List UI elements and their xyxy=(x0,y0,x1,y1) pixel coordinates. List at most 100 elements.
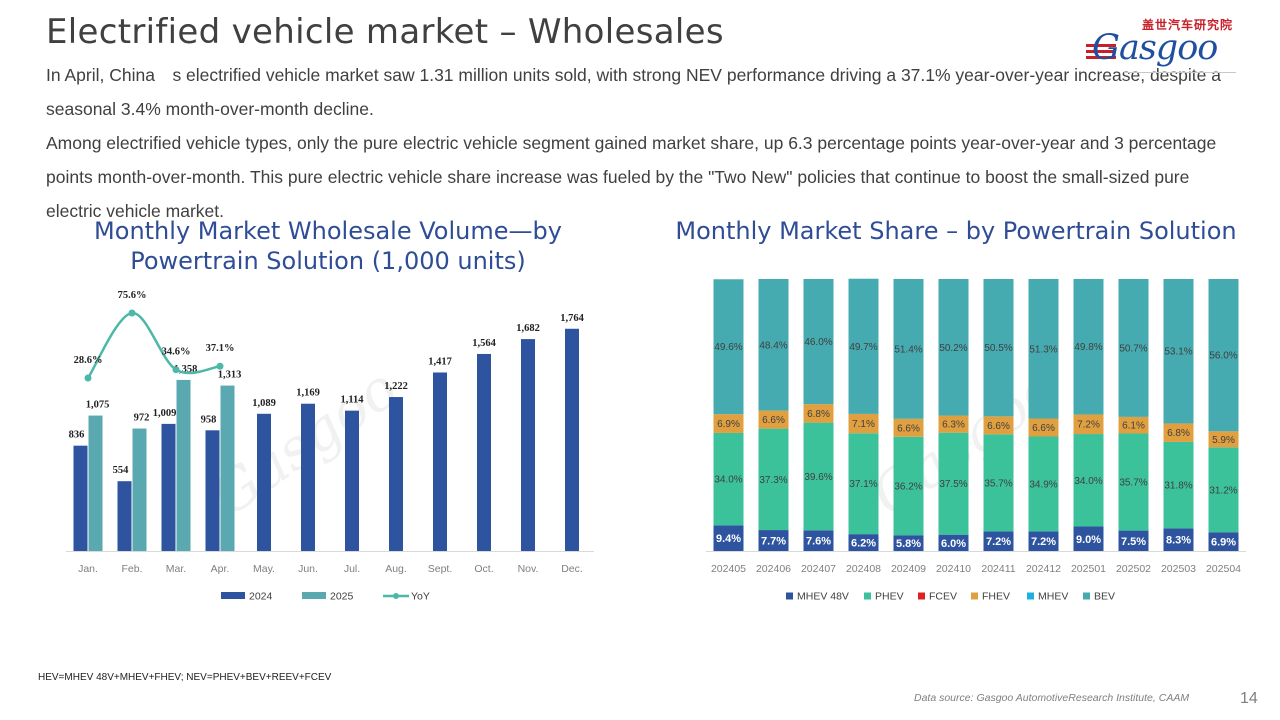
legend-mhev-label: MHEV xyxy=(1038,591,1068,603)
label-2025-apr: 1,313 xyxy=(218,370,242,381)
bar-2024-apr xyxy=(205,430,220,551)
share-bar-fhev-202405 xyxy=(713,414,744,433)
volume-x-tick-jul: Jul. xyxy=(344,563,360,575)
label-2025-jan: 1,075 xyxy=(86,400,110,411)
label-2024-jul: 1,114 xyxy=(340,395,364,406)
share-label-fhev-202409: 6.6% xyxy=(897,423,920,434)
share-label-mhev-48v-202504: 6.9% xyxy=(1211,537,1236,549)
volume-x-tick-apr: Apr. xyxy=(211,563,230,575)
legend-2024-swatch xyxy=(221,592,245,599)
share-bar-bev-202410 xyxy=(938,279,969,416)
bar-2024-oct xyxy=(477,353,491,551)
share-label-mhev-48v-202501: 9.0% xyxy=(1076,534,1101,546)
share-bar-phev-202503 xyxy=(1163,441,1194,529)
share-x-tick-202406: 202406 xyxy=(756,563,791,575)
label-2025-mar: 1,358 xyxy=(174,364,198,375)
share-bar-phev-202412 xyxy=(1028,436,1059,532)
legend-yoy-marker xyxy=(393,593,399,599)
label-2025-feb: 972 xyxy=(134,413,150,424)
share-bar-fhev-202406 xyxy=(758,410,789,429)
share-label-bev-202502: 50.7% xyxy=(1119,343,1147,354)
share-label-fhev-202408: 7.1% xyxy=(852,419,875,430)
label-2024-jun: 1,169 xyxy=(296,388,320,399)
label-2024-aug: 1,222 xyxy=(384,381,408,392)
legend-fhev-label: FHEV xyxy=(982,591,1010,603)
yoy-point-jan xyxy=(84,374,92,382)
share-bar-phev-202405 xyxy=(713,432,744,526)
share-bar-phev-202407 xyxy=(803,422,834,531)
share-bar-bev-202405 xyxy=(713,279,744,415)
share-label-phev-202408: 37.1% xyxy=(849,479,877,490)
share-label-fhev-202412: 6.6% xyxy=(1032,423,1055,434)
legend-bev-swatch xyxy=(1083,592,1090,600)
share-bar-mhev-48v-202501 xyxy=(1073,526,1104,551)
share-bar-mhev-48v-202406 xyxy=(758,530,789,551)
bar-2025-jan xyxy=(88,415,103,551)
legend-2025-swatch xyxy=(302,592,326,599)
share-label-fhev-202501: 7.2% xyxy=(1077,420,1100,431)
volume-x-tick-feb: Feb. xyxy=(121,563,142,575)
share-label-fhev-202502: 6.1% xyxy=(1122,421,1145,432)
yoy-point-apr xyxy=(216,362,224,370)
share-bar-fhev-202411 xyxy=(983,416,1014,435)
volume-x-tick-may: May. xyxy=(253,563,275,575)
logo-chinese-text: 盖世汽车研究院 xyxy=(1142,18,1234,32)
share-bar-phev-202501 xyxy=(1073,434,1104,527)
bar-2024-dec xyxy=(565,328,579,551)
share-label-mhev-48v-202409: 5.8% xyxy=(896,538,921,550)
share-x-tick-202411: 202411 xyxy=(981,563,1015,575)
share-bar-phev-202409 xyxy=(893,436,924,536)
share-label-phev-202412: 34.9% xyxy=(1029,479,1057,490)
bar-2024-jan xyxy=(73,445,88,551)
bar-2024-mar xyxy=(161,423,176,551)
legend-2024-label: 2024 xyxy=(249,591,273,603)
share-label-bev-202408: 49.7% xyxy=(849,342,877,353)
share-label-phev-202503: 31.8% xyxy=(1164,481,1192,492)
volume-x-tick-dec: Dec. xyxy=(561,563,583,575)
share-label-mhev-48v-202408: 6.2% xyxy=(851,538,876,550)
volume-chart-title: Monthly Market Wholesale Volume—by Power… xyxy=(94,217,562,275)
bar-2025-mar xyxy=(176,379,191,551)
label-2024-dec: 1,764 xyxy=(560,313,584,324)
share-x-tick-202409: 202409 xyxy=(891,563,926,575)
share-x-tick-202407: 202407 xyxy=(801,563,836,575)
bar-2024-sept xyxy=(433,372,447,551)
label-2024-apr: 958 xyxy=(201,414,217,425)
volume-x-tick-jan: Jan. xyxy=(78,563,98,575)
share-label-bev-202503: 53.1% xyxy=(1164,347,1192,358)
legend-yoy-label: YoY xyxy=(411,591,430,603)
yoy-line xyxy=(86,311,221,379)
bar-2024-feb xyxy=(117,481,132,551)
share-label-fhev-202503: 6.8% xyxy=(1167,428,1190,439)
volume-x-tick-sept: Sept. xyxy=(428,563,453,575)
share-label-mhev-48v-202406: 7.7% xyxy=(761,536,786,548)
share-x-tick-202412: 202412 xyxy=(1026,563,1061,575)
share-bar-bev-202412 xyxy=(1028,279,1059,419)
share-label-bev-202501: 49.8% xyxy=(1074,342,1102,353)
share-chart-title: Monthly Market Share – by Powertrain Sol… xyxy=(675,217,1237,245)
share-bar-bev-202406 xyxy=(758,279,789,411)
share-label-mhev-48v-202412: 7.2% xyxy=(1031,536,1056,548)
share-label-phev-202504: 31.2% xyxy=(1209,485,1237,496)
share-bar-mhev-48v-202407 xyxy=(803,530,834,551)
share-label-phev-202406: 37.3% xyxy=(759,475,787,486)
label-2024-oct: 1,564 xyxy=(472,338,496,349)
share-label-fhev-202406: 6.6% xyxy=(762,415,785,426)
share-bar-fhev-202502 xyxy=(1118,416,1149,434)
bar-2024-nov xyxy=(521,339,535,551)
share-bar-bev-202501 xyxy=(1073,279,1104,415)
share-label-phev-202502: 35.7% xyxy=(1119,478,1147,489)
share-x-tick-202405: 202405 xyxy=(711,563,746,575)
legend-mhev-48v-label: MHEV 48V xyxy=(797,591,849,603)
volume-x-tick-aug: Aug. xyxy=(385,563,407,575)
share-bar-mhev-48v-202410 xyxy=(938,534,969,551)
legend-2025-label: 2025 xyxy=(330,591,354,603)
share-label-bev-202504: 56.0% xyxy=(1209,351,1237,362)
logo-wordmark: Gasgoo xyxy=(1092,28,1218,68)
share-bar-mhev-48v-202503 xyxy=(1163,528,1194,551)
volume-x-tick-mar: Mar. xyxy=(166,563,186,575)
share-label-fhev-202411: 6.6% xyxy=(987,421,1010,432)
share-label-bev-202410: 50.2% xyxy=(939,343,967,354)
share-label-mhev-48v-202503: 8.3% xyxy=(1166,535,1191,547)
